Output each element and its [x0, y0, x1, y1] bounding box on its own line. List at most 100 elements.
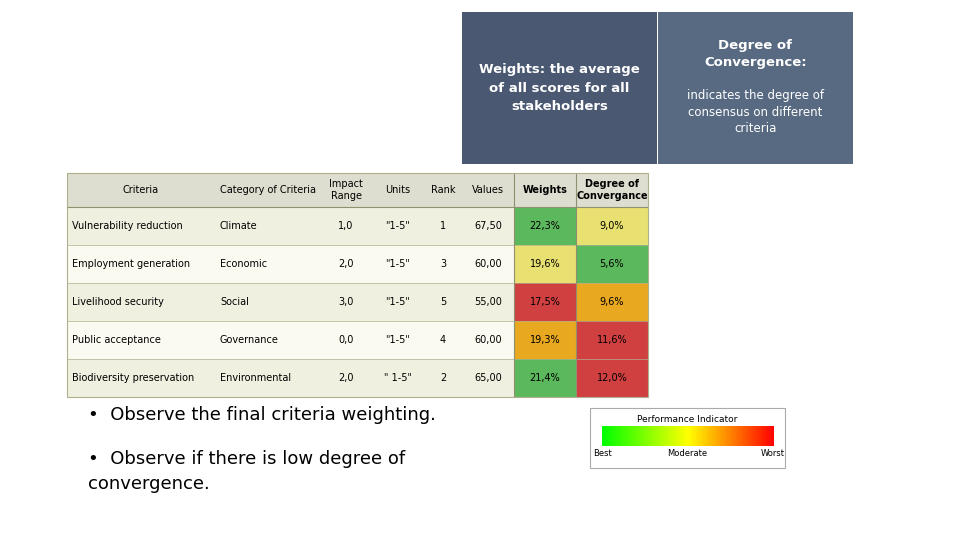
Bar [682, 426, 684, 446]
Bar [623, 426, 625, 446]
Bar [737, 426, 739, 446]
Bar [658, 426, 660, 446]
Bar [756, 426, 757, 446]
Text: Economic: Economic [220, 259, 267, 269]
Bar [736, 426, 738, 446]
Bar [610, 426, 612, 446]
Bar [67, 359, 514, 397]
Bar [608, 426, 610, 446]
Text: 5,6%: 5,6% [600, 259, 624, 269]
Bar [67, 173, 648, 207]
Bar [695, 426, 697, 446]
Bar [620, 426, 622, 446]
Bar [705, 426, 707, 446]
Text: Public acceptance: Public acceptance [72, 335, 161, 345]
Bar [757, 426, 759, 446]
Bar [678, 426, 680, 446]
Bar [613, 426, 615, 446]
Bar [760, 426, 762, 446]
Bar [669, 426, 671, 446]
Text: 21,4%: 21,4% [530, 373, 561, 383]
Bar [696, 426, 698, 446]
Bar [67, 245, 514, 283]
Text: Impact
Range: Impact Range [329, 179, 363, 201]
Bar [708, 426, 710, 446]
Bar [742, 426, 744, 446]
Bar [656, 426, 658, 446]
Bar [717, 426, 719, 446]
Bar [746, 426, 748, 446]
Text: 3: 3 [440, 259, 446, 269]
Bar [702, 426, 704, 446]
Bar [699, 426, 701, 446]
Text: Livelihood security: Livelihood security [72, 297, 164, 307]
Bar [706, 426, 708, 446]
Text: 65,00: 65,00 [474, 373, 502, 383]
Text: Degree of
Convergance: Degree of Convergance [576, 179, 648, 201]
Bar [661, 426, 663, 446]
Bar [607, 426, 609, 446]
Bar [640, 426, 642, 446]
Bar [631, 426, 633, 446]
Bar [766, 426, 768, 446]
Bar [673, 426, 675, 446]
Text: Employment generation: Employment generation [72, 259, 190, 269]
Bar [723, 426, 725, 446]
Bar [632, 426, 634, 446]
Bar [642, 426, 644, 446]
Bar [636, 426, 638, 446]
Text: Degree of
Convergence:: Degree of Convergence: [705, 39, 806, 69]
Bar [772, 426, 774, 446]
Text: 4: 4 [440, 335, 446, 345]
Bar [747, 426, 749, 446]
Bar [663, 426, 665, 446]
Bar [720, 426, 722, 446]
Text: "1-5": "1-5" [386, 335, 411, 345]
Bar [714, 426, 716, 446]
Bar [576, 321, 648, 359]
Bar [514, 245, 576, 283]
Text: 2: 2 [440, 373, 446, 383]
Bar [651, 426, 653, 446]
Text: Worst: Worst [761, 449, 785, 458]
Text: 2,0: 2,0 [338, 373, 353, 383]
Bar [619, 426, 621, 446]
Bar [745, 426, 747, 446]
Text: 19,6%: 19,6% [530, 259, 561, 269]
Bar [689, 426, 691, 446]
Bar [576, 245, 648, 283]
Bar [767, 426, 769, 446]
Bar [660, 426, 662, 446]
Bar [698, 426, 700, 446]
Bar [626, 426, 628, 446]
Bar [514, 283, 576, 321]
Bar [576, 359, 648, 397]
Bar [733, 426, 735, 446]
Bar [770, 426, 772, 446]
Bar [769, 426, 771, 446]
Text: 19,3%: 19,3% [530, 335, 561, 345]
Bar [648, 426, 650, 446]
Bar [655, 426, 657, 446]
Text: "1-5": "1-5" [386, 259, 411, 269]
Bar [67, 321, 514, 359]
Bar [576, 283, 648, 321]
Bar [740, 426, 742, 446]
Bar [667, 426, 669, 446]
Bar [764, 426, 766, 446]
Text: Best: Best [592, 449, 612, 458]
Bar [602, 426, 604, 446]
Text: indicates the degree of
consensus on different
criteria: indicates the degree of consensus on dif… [687, 89, 824, 136]
Text: 2,0: 2,0 [338, 259, 353, 269]
Bar [605, 426, 607, 446]
Bar [734, 426, 736, 446]
Bar [670, 426, 672, 446]
Bar [726, 426, 728, 446]
Bar [739, 426, 741, 446]
Text: 1: 1 [440, 221, 446, 231]
Bar [728, 426, 730, 446]
Text: 55,00: 55,00 [474, 297, 502, 307]
Text: •  Observe the final criteria weighting.: • Observe the final criteria weighting. [88, 406, 436, 424]
Text: Performance Indicator: Performance Indicator [637, 415, 737, 424]
Bar [710, 426, 712, 446]
